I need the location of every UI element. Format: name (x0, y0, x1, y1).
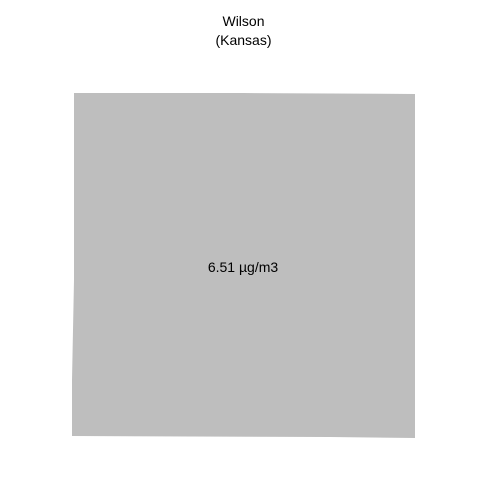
map-title-block: Wilson (Kansas) (0, 12, 487, 50)
county-region-wilson (72, 93, 415, 438)
county-value-label: 6.51 µg/m3 (208, 259, 279, 275)
map-subtitle: (Kansas) (215, 32, 272, 48)
map-title: Wilson (222, 13, 265, 29)
